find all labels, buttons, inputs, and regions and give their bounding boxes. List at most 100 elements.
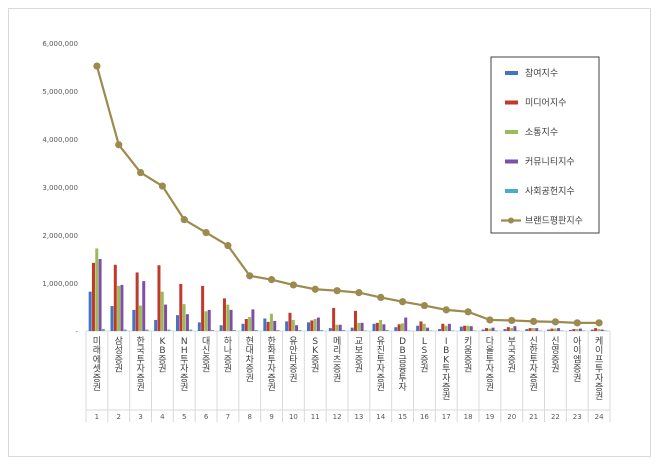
bar-4 (251, 309, 255, 331)
bar-2 (550, 328, 554, 331)
bar-1 (438, 329, 441, 331)
bar-2 (91, 262, 95, 331)
rank-label: 14 (376, 413, 385, 421)
y-tick-label: 3,000,000 (42, 184, 78, 192)
bar-4 (229, 309, 233, 331)
bar-1 (176, 315, 179, 331)
rank-label: 2 (117, 413, 121, 421)
rank-label: 11 (311, 413, 320, 421)
bar-3 (379, 319, 383, 331)
bar-3 (422, 323, 426, 331)
bar-4 (207, 309, 211, 331)
rank-label: 22 (551, 413, 560, 421)
bar-2 (310, 320, 314, 331)
brand-index-point (158, 182, 167, 190)
bar-2 (441, 323, 445, 331)
bar-1 (569, 330, 572, 331)
bar-3 (226, 304, 230, 331)
bar-5 (232, 330, 236, 331)
bar-3 (182, 304, 186, 331)
bar-1 (110, 306, 114, 331)
brand-index-point (267, 276, 276, 284)
bar-1 (88, 291, 92, 331)
bar-3 (466, 325, 470, 331)
legend-label: 미디어지수 (525, 98, 566, 109)
bar-1 (525, 329, 529, 331)
bar-1 (350, 327, 354, 331)
bar-5 (276, 330, 280, 331)
brand-index-point (93, 62, 101, 70)
rank-label: 13 (354, 413, 363, 421)
bar-3 (531, 328, 535, 331)
bar-1 (241, 323, 245, 331)
bar-5 (145, 329, 149, 331)
bar-2 (484, 328, 488, 331)
bar-4 (557, 328, 561, 331)
bar-1 (307, 322, 310, 331)
bar-1 (394, 327, 398, 331)
rank-label: 16 (420, 413, 429, 421)
rank-label: 9 (269, 413, 273, 421)
bar-2 (222, 298, 226, 331)
bar-4 (469, 326, 473, 331)
brand-index-point (180, 216, 188, 224)
bar-3 (400, 323, 404, 331)
bar-2 (572, 329, 576, 331)
bar-3 (248, 317, 252, 331)
legend-marker (508, 217, 514, 224)
bar-2 (397, 324, 401, 331)
bar-4 (578, 328, 582, 331)
bar-1 (154, 319, 158, 331)
bar-3 (488, 328, 492, 331)
bar-3 (597, 329, 601, 331)
bar-4 (185, 314, 189, 331)
bar-2 (375, 322, 379, 331)
bar-3 (291, 319, 295, 331)
rank-label: 3 (138, 413, 142, 421)
bar-2 (244, 319, 248, 331)
brand-index-line (95, 65, 600, 324)
bar-5 (342, 330, 346, 331)
brand-index-point (398, 298, 407, 306)
bar-2 (157, 265, 161, 331)
brand-index-point (529, 317, 538, 325)
bar-4 (295, 325, 299, 331)
bar-3 (138, 305, 142, 331)
bar-4 (142, 281, 146, 331)
rank-label: 20 (507, 413, 516, 421)
y-tick-label: 4,000,000 (42, 136, 78, 144)
bar-3 (357, 322, 361, 331)
bar-4 (164, 304, 168, 331)
rank-label: 12 (333, 413, 342, 421)
bar-2 (179, 283, 183, 331)
rank-label: 8 (248, 413, 252, 421)
brand-index-point (486, 316, 494, 324)
bar-3 (313, 319, 317, 331)
brand-index-point (202, 229, 210, 237)
bar-4 (600, 329, 604, 331)
bar-5 (320, 330, 324, 331)
brand-index-point (595, 319, 603, 327)
bar-1 (263, 318, 267, 331)
bar-5 (385, 330, 389, 331)
legend-label: 사회공헌지수 (525, 186, 575, 197)
bar-1 (481, 329, 485, 331)
rank-label: 17 (442, 413, 451, 421)
bar-4 (513, 326, 517, 331)
rank-label: 4 (160, 413, 165, 421)
brand-index-point (464, 308, 472, 316)
bar-1 (503, 329, 507, 331)
